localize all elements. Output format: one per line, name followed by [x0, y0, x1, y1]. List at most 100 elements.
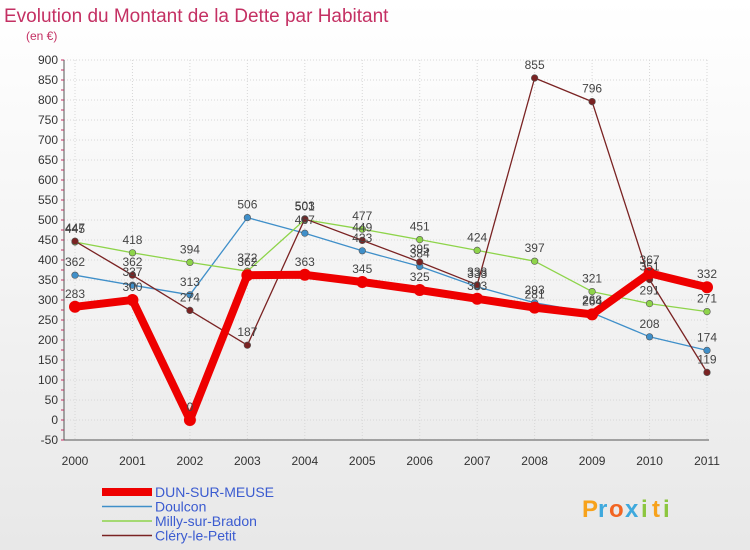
x-tick-label: 2000	[62, 454, 89, 468]
data-point	[531, 74, 539, 82]
y-tick-label: 700	[38, 133, 58, 147]
data-point	[473, 281, 481, 289]
data-label: 477	[352, 209, 372, 223]
y-tick-label: 200	[38, 333, 58, 347]
data-label: 271	[697, 292, 717, 306]
data-label: 447	[65, 221, 85, 235]
data-label: 394	[180, 242, 200, 256]
data-label: 397	[525, 241, 545, 255]
data-label: 424	[467, 230, 487, 244]
series-group	[69, 74, 713, 426]
data-point	[528, 301, 541, 314]
data-point	[703, 308, 711, 316]
y-tick-label: 350	[38, 273, 58, 287]
x-tick-label: 2010	[636, 454, 663, 468]
x-tick-label: 2002	[177, 454, 204, 468]
y-tick-label: 800	[38, 93, 58, 107]
x-tick-label: 2008	[521, 454, 548, 468]
data-label: 187	[237, 325, 257, 339]
data-point	[358, 225, 366, 233]
data-label: 362	[65, 255, 85, 269]
y-tick-label: 0	[51, 413, 58, 427]
y-tick-label: 150	[38, 353, 58, 367]
chart-title: Evolution du Montant de la Dette par Hab…	[4, 6, 389, 27]
data-point	[586, 308, 599, 321]
data-label: 345	[352, 262, 372, 276]
data-label: 372	[237, 251, 257, 265]
data-point	[128, 249, 137, 257]
data-point	[243, 341, 251, 349]
x-tick-label: 2006	[406, 454, 433, 468]
data-label: 367	[640, 253, 660, 267]
data-point	[358, 236, 366, 244]
data-label: 503	[295, 199, 315, 213]
data-label: 0	[187, 400, 194, 414]
data-label: 291	[640, 284, 660, 298]
data-point	[69, 300, 81, 313]
data-label: 501	[295, 200, 315, 214]
logo-letter: i	[663, 496, 670, 523]
data-point	[358, 247, 366, 255]
data-label: 321	[582, 272, 602, 286]
data-label: 337	[122, 265, 142, 279]
data-label: 268	[582, 293, 602, 307]
data-label: 423	[352, 231, 372, 245]
legend-label: Doulcon	[155, 499, 206, 515]
data-label: 293	[525, 283, 545, 297]
series-line-0	[71, 269, 711, 424]
data-label: 313	[180, 275, 200, 289]
data-label: 363	[295, 255, 315, 269]
data-label: 796	[582, 82, 602, 96]
data-label: 506	[237, 198, 257, 212]
data-point	[186, 291, 194, 299]
data-label: 395	[410, 242, 430, 256]
data-point	[186, 306, 194, 315]
data-label: 208	[640, 317, 660, 331]
data-point	[703, 368, 711, 377]
series-line-1	[74, 216, 708, 352]
data-point	[588, 288, 596, 296]
y-tick-label: 850	[38, 73, 58, 87]
axes: -50 0 50 100 150 200 250 300 350 400 450 500 550 600 6…	[38, 53, 720, 468]
y-tick-label: 750	[38, 113, 58, 127]
data-point	[588, 97, 596, 106]
logo-letter: t	[652, 496, 660, 523]
x-tick-label: 2007	[464, 454, 491, 468]
y-tick-label: 50	[45, 393, 59, 407]
data-label: 303	[467, 279, 487, 293]
x-tick-label: 2011	[694, 454, 720, 468]
data-label: 338	[467, 265, 487, 279]
data-point	[243, 214, 251, 222]
y-tick-label: 400	[38, 253, 58, 267]
data-label: 451	[410, 220, 430, 234]
y-tick-label: 250	[38, 313, 58, 327]
y-tick-label: 100	[38, 373, 58, 387]
data-label: 332	[697, 267, 717, 281]
data-point	[701, 281, 713, 294]
x-tick-label: 2003	[234, 454, 261, 468]
legend-label: Cléry-le-Petit	[155, 528, 236, 544]
y-tick-label: 500	[38, 213, 58, 227]
data-point	[301, 215, 309, 223]
legend-label: DUN-SUR-MEUSE	[155, 484, 274, 500]
x-tick-label: 2004	[291, 454, 318, 468]
data-label: 333	[467, 267, 487, 281]
data-label: 119	[697, 352, 716, 366]
data-point	[416, 258, 424, 266]
data-point	[413, 284, 426, 296]
data-label: 174	[697, 330, 717, 344]
data-point	[126, 294, 139, 306]
data-label: 467	[295, 213, 315, 227]
data-label: 362	[237, 255, 257, 269]
data-point	[356, 276, 369, 288]
series-line-2	[74, 218, 708, 313]
x-tick-label: 2009	[579, 454, 606, 468]
data-point	[643, 267, 656, 280]
data-label: 300	[122, 280, 142, 294]
data-label: 281	[525, 288, 545, 302]
y-tick-label: -50	[41, 433, 59, 447]
data-point	[71, 271, 79, 279]
data-label: 445	[65, 222, 85, 236]
